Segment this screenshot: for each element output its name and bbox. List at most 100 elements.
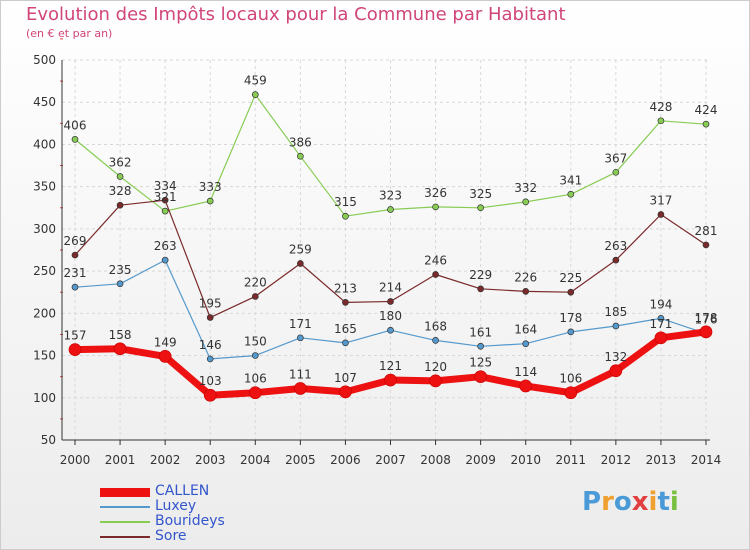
data-point-sore [206, 314, 214, 321]
y-tick-label: 100 [33, 391, 56, 405]
data-label-bourideys: 333 [199, 180, 222, 194]
data-point-sore [116, 201, 124, 209]
data-label-callen: 121 [379, 359, 402, 373]
logo-letter: i [648, 487, 658, 517]
data-point-sore [387, 298, 394, 305]
data-label-bourideys: 332 [514, 181, 537, 195]
legend-item-sore: Sore [100, 529, 300, 544]
data-point-sore [432, 271, 439, 278]
data-label-luxey: 185 [604, 305, 627, 319]
data-label-luxey: 178 [559, 311, 582, 325]
data-label-luxey: 164 [514, 323, 537, 337]
data-label-luxey: 180 [379, 309, 402, 323]
data-point-callen [158, 350, 172, 363]
data-point-sore [161, 196, 169, 204]
data-point-luxey [342, 339, 349, 347]
data-point-bourideys [116, 173, 124, 180]
data-point-callen [699, 325, 713, 339]
data-point-sore [251, 293, 259, 300]
y-tick-label: 450 [33, 95, 56, 109]
legend-item-bourideys: Bourideys [100, 514, 300, 529]
x-tick-label: 2001 [105, 453, 136, 467]
data-point-luxey [387, 326, 394, 334]
legend-label: Bourideys [155, 513, 225, 529]
data-label-luxey: 171 [289, 317, 312, 331]
data-point-sore [612, 256, 620, 264]
data-label-callen: 157 [64, 329, 87, 343]
data-point-callen [203, 388, 217, 402]
legend-label: Luxey [155, 498, 197, 514]
data-label-bourideys: 321 [154, 190, 177, 204]
data-point-luxey [657, 315, 665, 322]
data-label-sore: 229 [469, 268, 492, 282]
data-point-bourideys [567, 190, 575, 198]
data-label-callen: 111 [289, 367, 312, 381]
chart-subtitle: (en € et par an) [26, 27, 113, 40]
data-point-luxey [567, 328, 575, 336]
data-label-bourideys: 459 [244, 74, 267, 88]
data-label-bourideys: 325 [469, 187, 492, 201]
data-label-sore: 246 [424, 253, 447, 267]
legend-item-callen: CALLEN [100, 484, 300, 499]
data-label-callen: 103 [199, 374, 222, 388]
data-label-sore: 259 [289, 243, 312, 257]
data-point-bourideys [297, 152, 304, 160]
data-point-callen [654, 331, 668, 345]
x-tick-label: 2013 [646, 453, 677, 467]
data-point-luxey [432, 337, 439, 344]
data-point-luxey [522, 340, 530, 348]
data-label-luxey: 176 [695, 313, 718, 327]
x-tick-label: 2014 [691, 453, 722, 467]
x-tick-label: 2011 [556, 453, 587, 467]
x-tick-label: 2006 [330, 453, 361, 467]
logo-letter: o [613, 487, 632, 517]
data-label-sore: 225 [559, 271, 582, 285]
data-point-luxey [477, 342, 484, 350]
x-tick-label: 2007 [375, 453, 406, 467]
logo-letter: r [601, 487, 614, 517]
data-point-bourideys [702, 120, 710, 128]
data-point-callen [339, 385, 352, 399]
data-labels: 406 362 321 333 459 386 315 323 326 325 332 341 367 4… [64, 74, 718, 389]
legend-label: Sore [155, 528, 187, 544]
data-label-luxey: 231 [64, 266, 87, 280]
data-label-sore: 328 [109, 184, 132, 198]
x-tick-label: 2003 [195, 453, 226, 467]
x-tick-label: 2000 [60, 453, 91, 467]
data-point-sore [477, 285, 484, 293]
data-point-bourideys [432, 203, 439, 211]
y-tick-label: 150 [33, 349, 56, 363]
data-label-luxey: 168 [424, 319, 447, 333]
logo-letter: x [631, 487, 649, 517]
data-label-callen: 106 [559, 372, 582, 386]
data-label-luxey: 161 [469, 325, 492, 339]
series-group [68, 91, 713, 402]
data-point-bourideys [206, 197, 214, 205]
data-label-bourideys: 341 [559, 173, 582, 187]
data-label-sore: 213 [334, 281, 357, 295]
data-label-bourideys: 367 [604, 151, 627, 165]
data-point-luxey [206, 355, 214, 363]
legend-swatch [100, 506, 150, 508]
data-label-luxey: 146 [199, 338, 222, 352]
data-label-bourideys: 362 [109, 156, 132, 170]
data-point-luxey [612, 322, 620, 330]
data-label-sore: 214 [379, 281, 402, 295]
data-label-callen: 171 [649, 317, 672, 331]
data-point-sore [71, 251, 79, 259]
data-label-sore: 334 [154, 179, 177, 193]
data-point-callen [294, 382, 307, 395]
data-point-callen [609, 364, 623, 378]
x-tick-label: 2002 [150, 453, 181, 467]
logo-letter: t [657, 487, 670, 517]
legend-label: CALLEN [155, 483, 210, 499]
data-label-callen: 132 [604, 350, 627, 364]
data-point-bourideys [342, 212, 349, 220]
data-point-bourideys [522, 198, 530, 206]
data-label-bourideys: 386 [289, 135, 312, 149]
y-tick-label: 500 [33, 53, 56, 67]
data-point-sore [702, 241, 710, 249]
data-point-luxey [116, 280, 124, 288]
y-tick-label: 200 [33, 306, 56, 320]
